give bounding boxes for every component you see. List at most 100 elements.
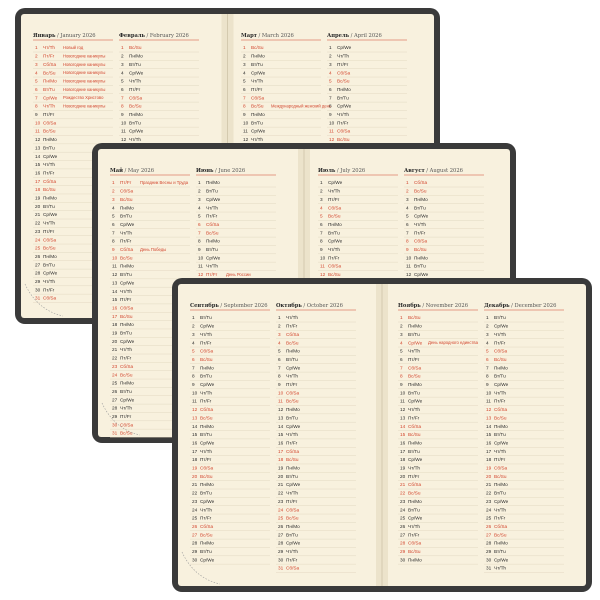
day-number: 7 [278, 365, 281, 370]
weekday: Ср/We [286, 365, 301, 370]
day-number: 11 [35, 129, 40, 134]
day-number: 10 [35, 120, 41, 125]
weekday: Ср/We [408, 516, 423, 521]
day-number: 10 [198, 255, 204, 260]
weekday: Ср/We [408, 457, 423, 462]
day-number: 12 [198, 272, 204, 277]
day-number: 17 [278, 449, 284, 454]
weekday: Вс/Su [251, 104, 264, 109]
day-number: 11 [400, 399, 405, 404]
day-number: 6 [329, 87, 332, 92]
day-number: 2 [329, 54, 332, 59]
day-number: 5 [243, 79, 246, 84]
day-number: 15 [400, 432, 406, 437]
day-number: 9 [278, 382, 281, 387]
weekday: Чт/Th [494, 390, 506, 395]
weekday: Сб/Sa [337, 129, 350, 134]
day-number: 28 [112, 406, 118, 411]
day-number: 5 [192, 349, 195, 354]
day-number: 22 [35, 221, 41, 226]
weekday: Сб/Sa [251, 95, 264, 100]
day-number: 4 [329, 70, 332, 75]
weekday: Пн/Mo [328, 222, 342, 227]
day-number: 13 [192, 415, 198, 420]
weekday: Сб/Sa [43, 120, 56, 125]
day-number: 20 [35, 204, 41, 209]
day-number: 15 [192, 432, 198, 437]
weekday: Чт/Th [494, 449, 506, 454]
weekday: Чт/Th [120, 289, 132, 294]
weekday: Пт/Fr [337, 120, 349, 125]
day-number: 11 [329, 129, 334, 134]
weekday: Ср/We [120, 222, 135, 227]
weekday: Ср/We [200, 499, 215, 504]
day-number: 3 [198, 197, 201, 202]
weekday: Вс/Su [129, 45, 142, 50]
weekday: Ср/We [200, 440, 215, 445]
day-number: 2 [243, 54, 246, 59]
weekday: Ср/We [337, 45, 352, 50]
day-number: 7 [35, 95, 38, 100]
weekday: Чт/Th [494, 507, 506, 512]
weekday: Пт/Fr [494, 399, 506, 404]
day-number: 31 [112, 431, 118, 436]
weekday: Вс/Su [43, 129, 56, 134]
day-number: 14 [400, 424, 406, 429]
day-number: 12 [121, 137, 127, 142]
month-english: / January 2026 [57, 33, 96, 39]
day-number: 12 [278, 407, 284, 412]
month-title: Февраль / February 2026 [119, 33, 189, 39]
weekday: Пн/Mo [408, 440, 422, 445]
weekday: Пт/Fr [408, 532, 420, 537]
day-number: 24 [112, 372, 118, 377]
month-title: Декабрь / December 2026 [484, 302, 556, 309]
day-number: 26 [112, 389, 118, 394]
day-number: 17 [400, 449, 406, 454]
month-english: / February 2026 [147, 33, 189, 39]
month-title: Июль / July 2026 [318, 168, 365, 174]
day-number: 25 [486, 516, 492, 521]
weekday: Чт/Th [120, 347, 132, 352]
weekday: Чт/Th [43, 221, 55, 226]
weekday: Вс/Su [200, 415, 213, 420]
day-number: 4 [400, 340, 403, 345]
day-number: 7 [192, 365, 195, 370]
day-number: 23 [278, 499, 284, 504]
day-number: 19 [35, 196, 41, 201]
day-number: 10 [243, 120, 249, 125]
day-number: 9 [112, 247, 115, 252]
weekday: Ср/We [328, 180, 343, 185]
day-number: 29 [112, 414, 118, 419]
month-name: Декабрь [484, 302, 510, 309]
planner-spread: Сентябрь / September 2026 1 Вт/Tu 2 Ср/We 3 Чт/… [172, 278, 592, 592]
weekday: Пт/Fr [286, 557, 298, 562]
day-number: 20 [278, 474, 284, 479]
weekday: Сб/Sa [494, 466, 507, 471]
weekday: Вс/Su [120, 197, 133, 202]
weekday: Вс/Su [286, 340, 299, 345]
day-number: 23 [112, 364, 118, 369]
day-number: 11 [278, 399, 283, 404]
weekday: Вс/Su [328, 272, 341, 277]
weekday: Вс/Su [200, 474, 213, 479]
day-number: 1 [121, 45, 124, 50]
weekday: Пн/Mo [206, 239, 220, 244]
day-number: 16 [112, 305, 118, 310]
weekday: Вс/Su [337, 137, 350, 142]
day-number: 9 [35, 112, 38, 117]
weekday: Пт/Fr [286, 440, 298, 445]
weekday: Вт/Tu [494, 374, 506, 379]
weekday: Пт/Fr [251, 87, 263, 92]
day-number: 28 [400, 541, 406, 546]
day-number: 9 [121, 112, 124, 117]
day-number: 27 [192, 532, 198, 537]
day-number: 5 [400, 349, 403, 354]
day-number: 2 [121, 54, 124, 59]
holiday-note: Новогодние каникулы [63, 79, 105, 84]
day-number: 5 [121, 79, 124, 84]
weekday: Пт/Fr [286, 382, 298, 387]
day-number: 13 [400, 415, 406, 420]
weekday: Вс/Su [494, 357, 507, 362]
day-number: 6 [486, 357, 489, 362]
weekday: Сб/Sa [206, 222, 219, 227]
